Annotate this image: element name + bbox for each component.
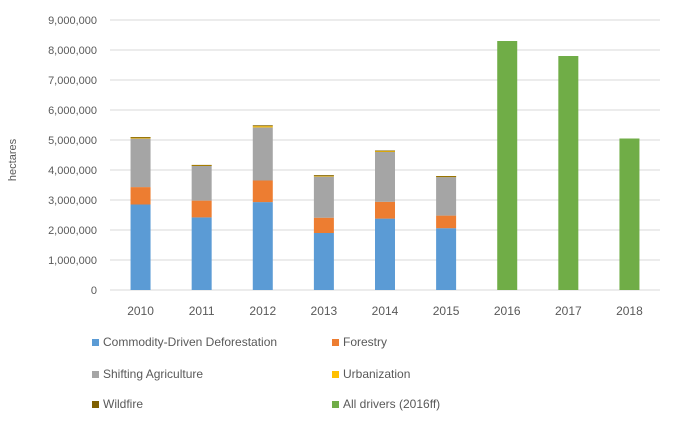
y-tick-label: 9,000,000	[48, 15, 97, 27]
bar-segment	[436, 228, 457, 290]
bar-segment	[375, 218, 395, 290]
bar-segment	[558, 56, 579, 290]
bar-segment	[375, 152, 395, 202]
x-tick-label: 2016	[494, 304, 521, 318]
bar-segment	[252, 127, 273, 181]
bar-segment	[191, 164, 212, 166]
x-tick-label: 2018	[616, 304, 643, 318]
y-tick-label: 7,000,000	[48, 75, 97, 87]
bar-segment	[252, 126, 273, 128]
bar-segment	[375, 201, 395, 219]
bar-segment	[436, 176, 457, 177]
bar-segment	[130, 187, 151, 205]
bar-segment	[252, 180, 273, 203]
y-tick-label: 1,000,000	[48, 255, 97, 267]
y-axis-ticks: 0 1,000,000 2,000,000 3,000,000 4,000,000 5,0…	[48, 15, 97, 297]
bar-segment	[436, 176, 457, 216]
bar-segment	[313, 233, 334, 290]
x-tick-label: 2012	[249, 304, 276, 318]
bar-segment	[375, 150, 395, 152]
bar-segment	[252, 125, 273, 127]
y-tick-label: 5,000,000	[48, 135, 97, 147]
x-tick-label: 2017	[555, 304, 582, 318]
x-tick-label: 2014	[372, 304, 399, 318]
x-tick-label: 2013	[311, 304, 338, 318]
y-tick-label: 8,000,000	[48, 45, 97, 57]
bar-segment	[130, 204, 151, 290]
x-tick-label: 2015	[433, 304, 460, 318]
bar-segment	[191, 165, 212, 201]
y-tick-label: 4,000,000	[48, 165, 97, 177]
x-tick-label: 2011	[189, 304, 215, 318]
bar-segment	[313, 175, 334, 177]
bar-segment	[375, 151, 395, 152]
bar-segment	[130, 137, 151, 138]
bar-segment	[191, 200, 212, 218]
bar-segment	[130, 137, 151, 139]
bar-segment	[252, 202, 273, 290]
x-tick-label: 2010	[127, 304, 154, 318]
bar-segment	[497, 41, 518, 290]
y-axis-label: hectares	[7, 138, 19, 181]
bar-segment	[191, 217, 212, 290]
bar-segment	[619, 138, 640, 290]
y-tick-label: 6,000,000	[48, 105, 97, 117]
bar-segment	[313, 217, 334, 233]
y-tick-label: 2,000,000	[48, 225, 97, 237]
bar-segment	[436, 215, 457, 229]
bar-segment	[313, 175, 334, 176]
y-tick-label: 0	[91, 285, 97, 297]
bars	[130, 41, 640, 290]
x-axis-ticks: 2010 2011 2012 2013 2014 2015 2016 2017 2018	[127, 304, 643, 318]
bar-segment	[130, 138, 151, 188]
bar-segment	[313, 176, 334, 218]
y-tick-label: 3,000,000	[48, 195, 97, 207]
